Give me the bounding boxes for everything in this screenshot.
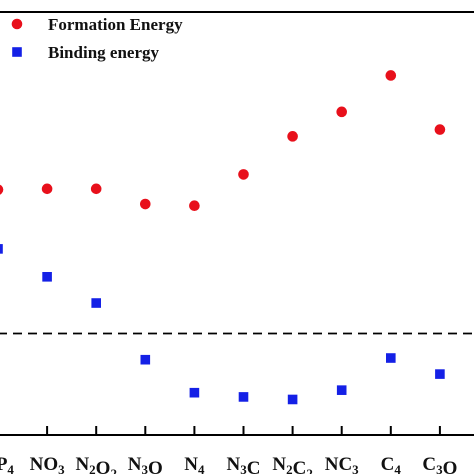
- plot-frame: [0, 11, 474, 436]
- binding-energy-point: [91, 298, 101, 308]
- legend-label-formation-energy: Formation Energy: [48, 15, 183, 34]
- legend-marker-binding-energy: [12, 47, 22, 57]
- legend-marker-formation-energy: [11, 18, 23, 30]
- data-points: [0, 70, 446, 405]
- legend: Formation Energy Binding energy: [11, 15, 183, 62]
- x-tick-label: C4: [381, 454, 402, 474]
- formation-energy-point: [434, 124, 446, 135]
- binding-energy-point: [0, 244, 3, 254]
- x-tick-label: N3C: [227, 454, 261, 474]
- formation-energy-point: [287, 131, 298, 142]
- binding-energy-point: [435, 369, 445, 379]
- formation-energy-point: [90, 183, 102, 195]
- binding-energy-point: [189, 387, 200, 398]
- formation-energy-point: [140, 198, 151, 210]
- formation-energy-point: [189, 200, 200, 212]
- x-tick-label: NO3: [30, 454, 66, 474]
- x-tick-label: C3O: [422, 454, 457, 474]
- binding-energy-point: [287, 394, 298, 405]
- formation-energy-point: [336, 106, 348, 118]
- x-tick-label: CP4: [0, 454, 14, 474]
- legend-label-binding-energy: Binding energy: [48, 43, 159, 62]
- formation-energy-point: [385, 70, 397, 81]
- x-tick-label: N3O: [128, 454, 163, 474]
- binding-energy-point: [140, 354, 151, 365]
- binding-energy-point: [336, 385, 347, 395]
- x-ticks: CP4NO3N2O2N3ON4N3CN2C2NC3C4C3OC: [0, 426, 457, 474]
- x-tick-label: N4: [184, 454, 205, 474]
- binding-energy-point: [386, 353, 396, 363]
- formation-energy-point: [238, 169, 249, 180]
- formation-energy-point: [0, 184, 4, 195]
- x-tick-label: N2C2: [272, 454, 312, 474]
- formation-energy-point: [41, 183, 53, 195]
- binding-energy-point: [238, 392, 249, 402]
- x-tick-label: N2O2: [75, 454, 117, 474]
- binding-energy-point: [42, 271, 52, 282]
- x-tick-label: NC3: [325, 454, 359, 474]
